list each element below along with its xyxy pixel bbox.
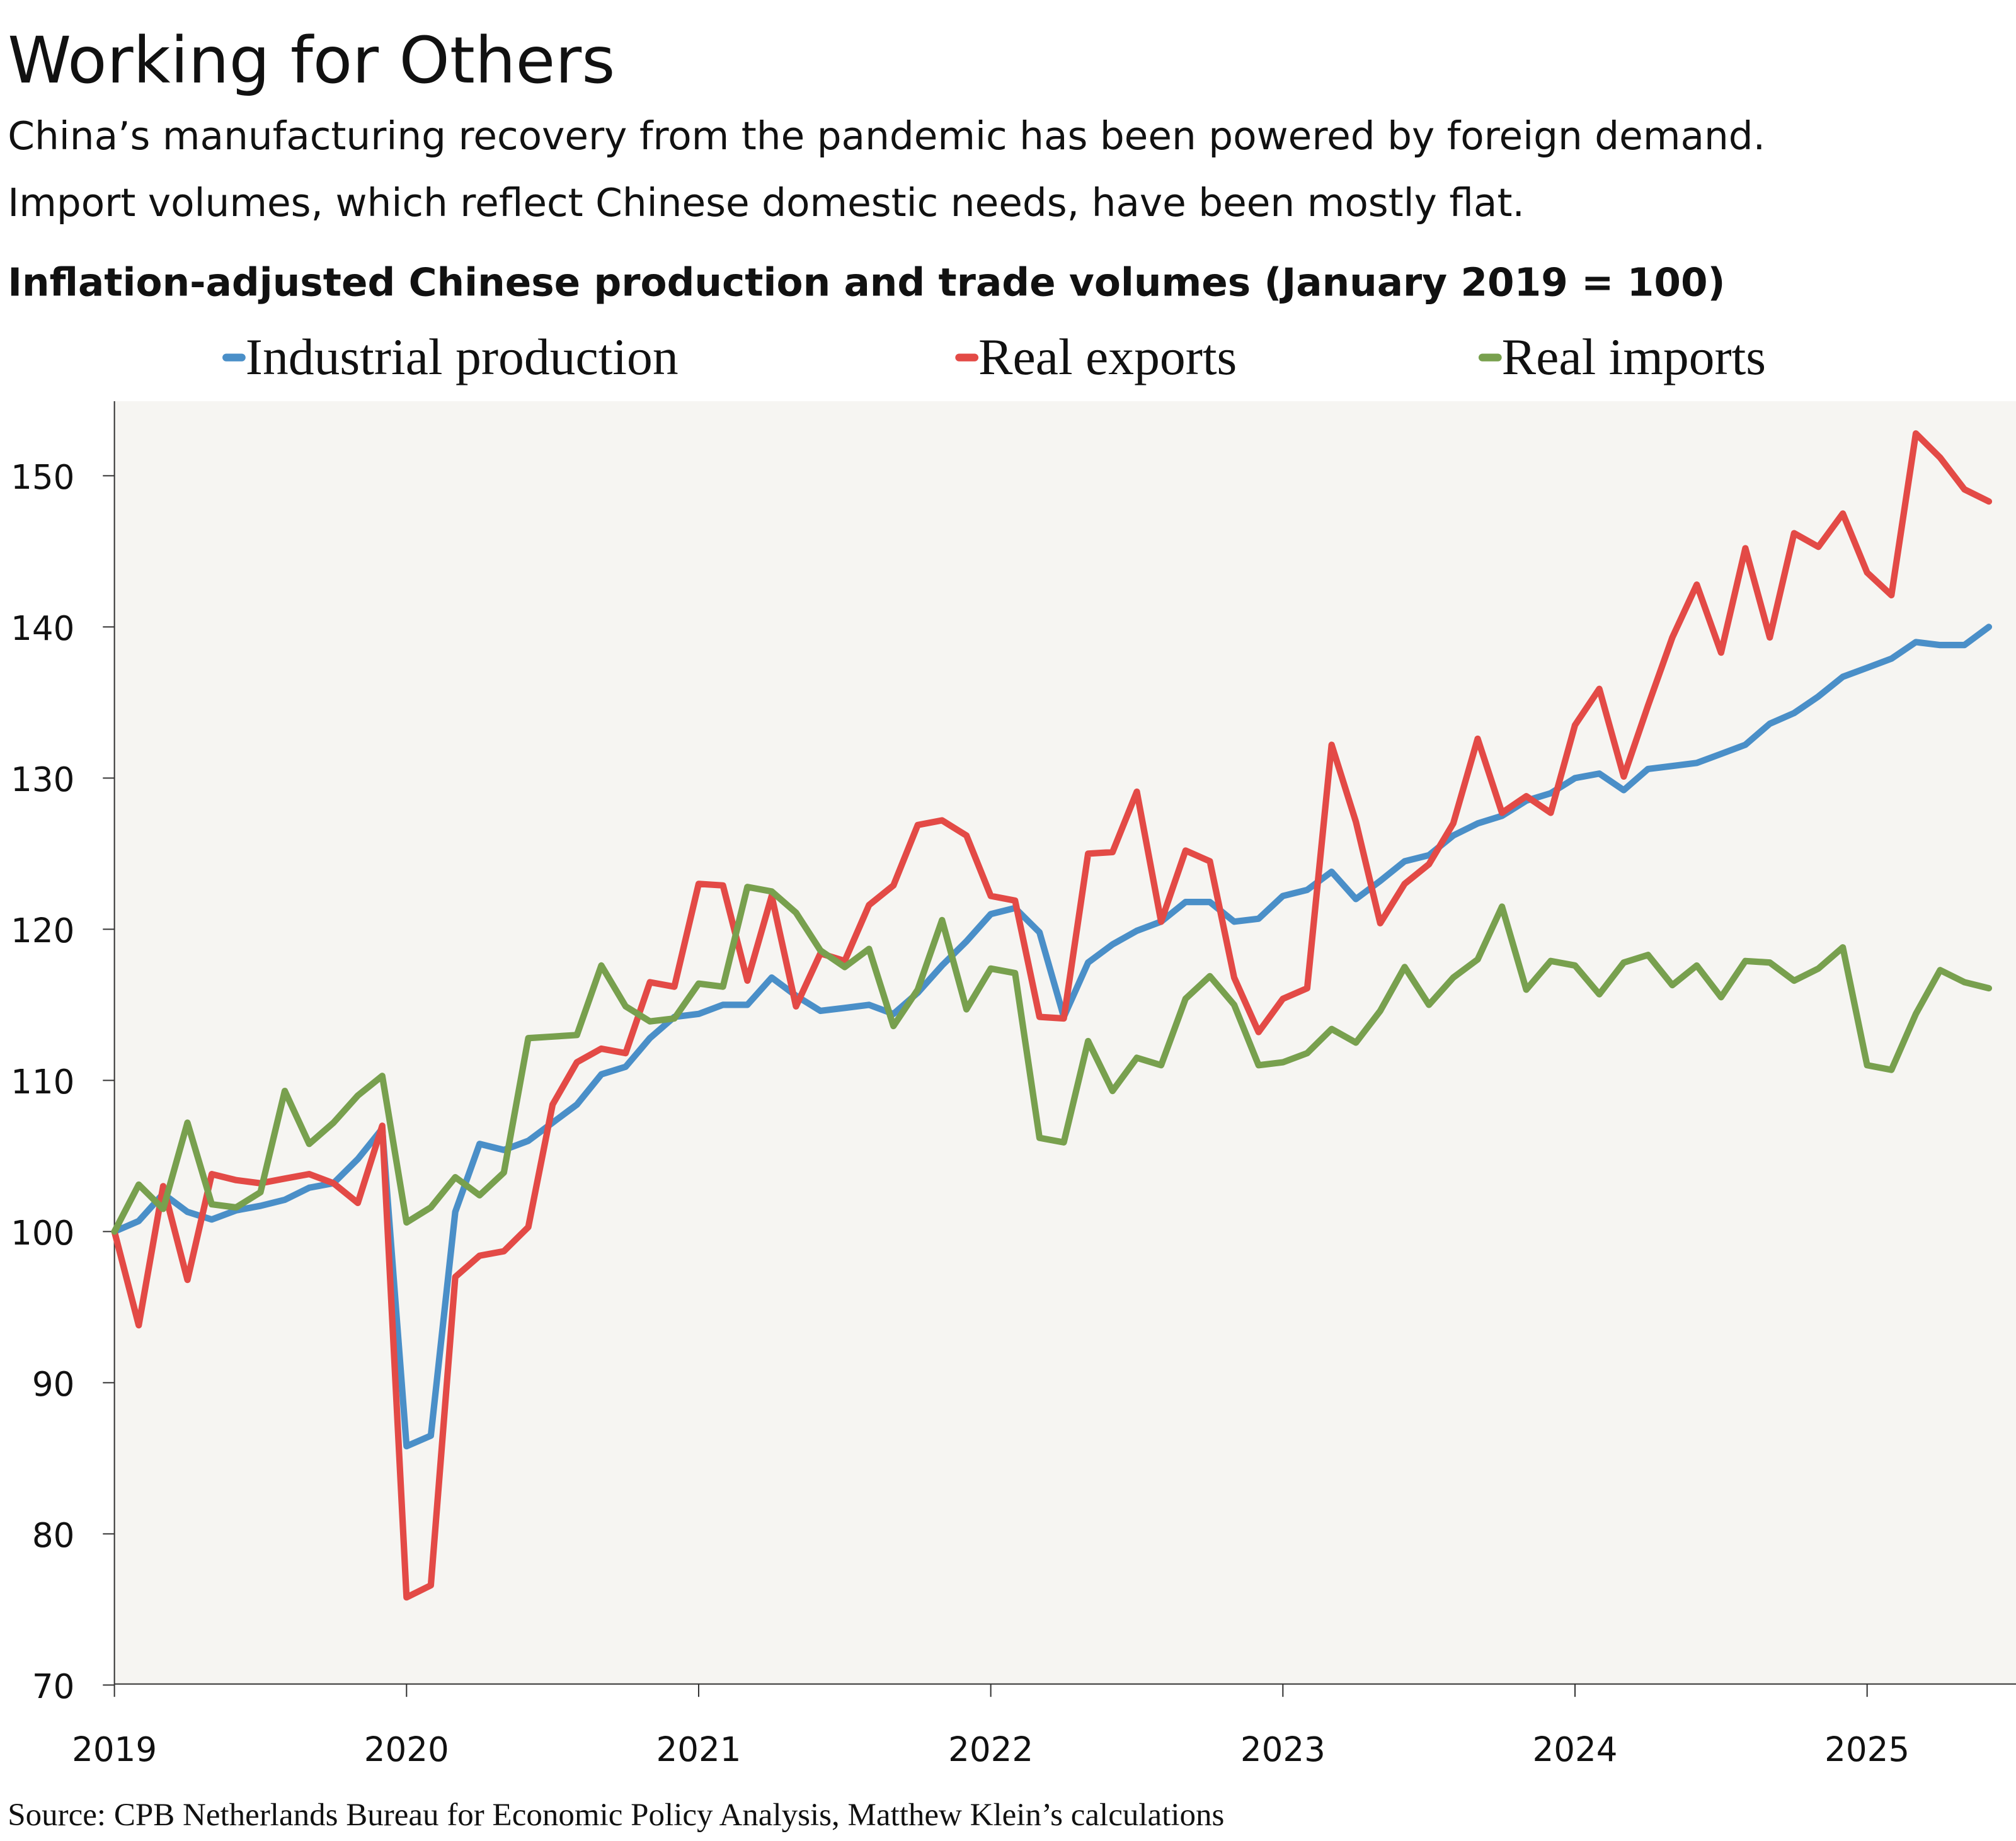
legend-item: Real exports: [955, 328, 1237, 385]
x-tick-label: 2025: [1824, 1730, 1910, 1769]
series-line-industrial-production: [111, 624, 1993, 1450]
y-tick-label: 80: [32, 1516, 75, 1555]
x-tick-label: 2023: [1240, 1730, 1326, 1769]
series-line-real-exports: [111, 430, 1993, 1601]
chart-title: Inflation-adjusted Chinese production an…: [8, 261, 1725, 305]
legend-item: Real imports: [1478, 328, 1766, 385]
y-tick-label: 70: [32, 1667, 75, 1706]
plot-background: [114, 401, 2016, 1684]
x-tick-label: 2022: [948, 1730, 1033, 1769]
subtitle-line-2: Import volumes, which reflect Chinese do…: [8, 181, 1525, 225]
page-title: Working for Others: [8, 23, 615, 98]
y-tick-label: 100: [11, 1214, 74, 1253]
x-tick-label: 2019: [72, 1730, 157, 1769]
y-tick-label: 140: [11, 609, 74, 648]
legend-label: Real exports: [978, 328, 1237, 385]
y-tick-label: 120: [11, 911, 74, 950]
source-note: Source: CPB Netherlands Bureau for Econo…: [8, 1798, 1224, 1833]
legend-item: Industrial production: [222, 328, 679, 385]
legend-label: Industrial production: [246, 328, 679, 385]
legend: Industrial production Real exports Real im…: [222, 328, 1766, 385]
x-tick-label: 2021: [656, 1730, 741, 1769]
y-tick-label: 130: [11, 760, 74, 799]
y-tick-label: 90: [32, 1365, 75, 1404]
y-tick-label: 150: [11, 458, 74, 497]
subtitle-line-1: China’s manufacturing recovery from the …: [8, 114, 1765, 159]
y-tick-label: 110: [11, 1063, 74, 1102]
legend-label: Real imports: [1502, 328, 1766, 385]
x-tick-label: 2020: [364, 1730, 449, 1769]
series-line-real-imports: [111, 884, 1993, 1235]
x-tick-label: 2024: [1532, 1730, 1617, 1769]
